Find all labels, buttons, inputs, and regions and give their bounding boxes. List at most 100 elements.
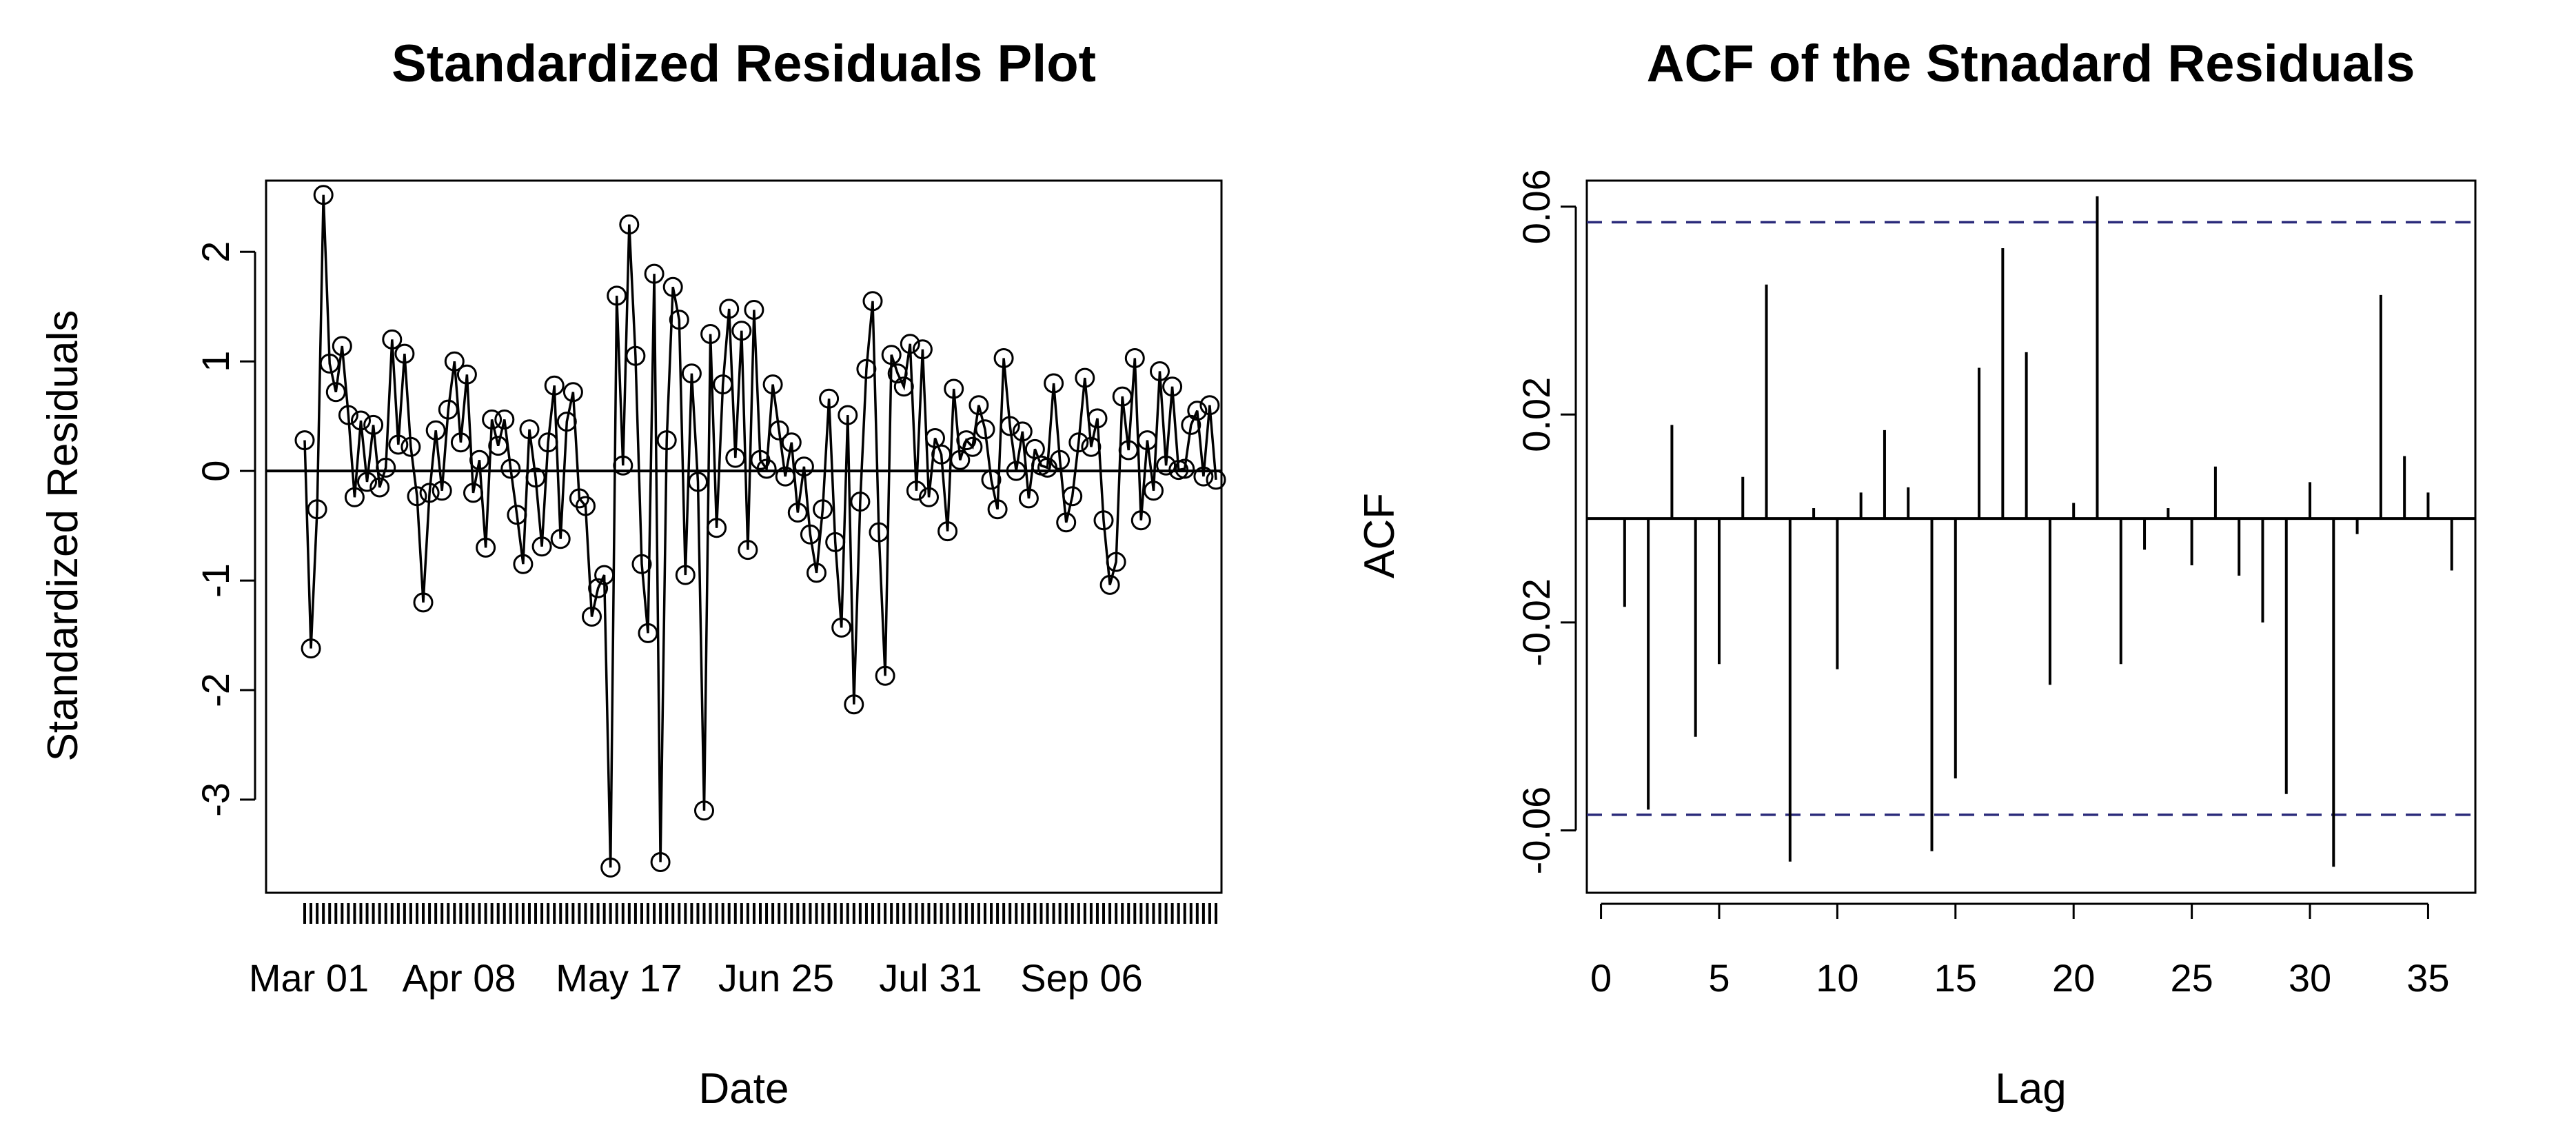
acf-x-tick-label: 20 — [2052, 956, 2095, 1000]
residuals-point — [450, 432, 471, 453]
residuals-point — [363, 414, 384, 435]
acf-plot-box — [1585, 179, 2477, 894]
residuals-point — [1099, 574, 1120, 595]
residuals-point — [332, 336, 352, 356]
acf-x-axis-label: Lag — [1995, 1065, 2066, 1113]
residuals-date-rug — [303, 903, 1217, 924]
residuals-point — [400, 436, 421, 457]
residuals-point — [993, 348, 1014, 368]
residuals-point — [357, 472, 377, 492]
acf-plot-title: ACF of the Stnadard Residuals — [1647, 34, 2415, 93]
residuals-point — [513, 554, 534, 574]
residuals-point — [912, 339, 933, 360]
residuals-point — [419, 483, 440, 503]
acf-plot-panel: ACF of the Stnadard Residuals Lag ACF -0… — [1288, 0, 2576, 1132]
residuals-point — [338, 405, 358, 425]
residuals-point — [1137, 430, 1157, 451]
residuals-point — [1012, 421, 1033, 442]
residuals-x-tick-label: Sep 06 — [1020, 956, 1143, 1000]
acf-y-tick-label: 0.06 — [1514, 169, 1558, 244]
residuals-point — [488, 436, 509, 456]
residuals-point — [294, 430, 315, 451]
residuals-point — [538, 432, 558, 453]
residuals-point — [738, 540, 758, 560]
residuals-plot-box — [265, 179, 1223, 894]
residuals-y-tick-label: -1 — [194, 563, 237, 598]
residuals-x-tick-label: May 17 — [556, 956, 682, 1000]
residuals-point — [325, 382, 346, 403]
residuals-point — [1206, 469, 1226, 490]
residuals-point — [731, 321, 752, 341]
residuals-point — [307, 499, 327, 520]
residuals-point — [1156, 455, 1177, 476]
residuals-point — [775, 466, 795, 487]
residuals-point — [407, 486, 427, 507]
residuals-point — [819, 388, 840, 409]
residuals-point — [494, 410, 515, 429]
residuals-point — [700, 324, 721, 344]
residuals-point — [793, 456, 814, 477]
residuals-point — [1075, 367, 1095, 388]
acf-x-tick-label: 30 — [2289, 956, 2331, 1000]
acf-y-tick-label: -0.02 — [1514, 578, 1558, 667]
residuals-point — [707, 518, 727, 538]
residuals-point — [787, 503, 808, 523]
residuals-point — [1006, 461, 1026, 481]
residuals-point — [813, 499, 833, 520]
residuals-point — [937, 521, 958, 542]
residuals-point — [588, 578, 609, 598]
acf-x-axis: 0 5 10 15 20 25 30 35 — [1590, 902, 2450, 1000]
residuals-point — [675, 565, 696, 585]
residuals-point — [444, 351, 465, 372]
residuals-point — [594, 565, 615, 585]
residuals-point — [394, 343, 415, 364]
residuals-point — [638, 623, 658, 643]
residuals-point — [531, 536, 552, 557]
residuals-point — [694, 800, 714, 821]
residuals-point — [600, 857, 621, 878]
residuals-point — [500, 458, 521, 479]
residuals-x-tick-label: Mar 01 — [249, 956, 369, 1000]
residuals-point — [413, 592, 434, 613]
residuals-point — [1144, 481, 1164, 501]
residuals-points — [294, 185, 1226, 878]
residuals-point — [319, 353, 340, 374]
residuals-point — [656, 430, 677, 451]
residuals-point — [1118, 440, 1139, 461]
residuals-point — [669, 310, 689, 330]
residuals-point — [382, 329, 403, 350]
residuals-y-axis-label: Standardized Residuals — [39, 310, 87, 762]
residuals-point — [344, 487, 365, 507]
residuals-point — [869, 522, 889, 543]
residuals-point — [781, 432, 802, 453]
residuals-point — [1124, 348, 1145, 368]
residuals-point — [1130, 510, 1151, 531]
residuals-point — [744, 300, 764, 320]
residuals-point — [576, 496, 596, 516]
residuals-point — [1050, 449, 1071, 470]
residuals-point — [438, 399, 458, 420]
residuals-point — [369, 477, 390, 498]
residuals-point — [725, 447, 746, 468]
residuals-point — [613, 455, 633, 476]
residuals-point — [831, 617, 852, 638]
residuals-point — [425, 420, 446, 441]
residuals-point — [1093, 510, 1114, 531]
residuals-point — [981, 469, 1002, 490]
residuals-point — [762, 374, 783, 395]
residuals-point — [856, 358, 877, 379]
residuals-y-tick-label: 1 — [194, 351, 237, 372]
residuals-point — [1062, 486, 1083, 507]
residuals-point — [476, 537, 496, 558]
residuals-point — [756, 458, 777, 479]
residuals-plot-panel: Standardized Residuals Plot Date Standar… — [39, 34, 1226, 1113]
residuals-point — [469, 449, 489, 470]
residuals-point — [1068, 432, 1089, 453]
residuals-point — [456, 364, 477, 385]
residuals-point — [875, 665, 895, 686]
residuals-point — [944, 378, 964, 399]
residuals-point — [607, 285, 627, 306]
acf-y-tick-label: 0.02 — [1514, 377, 1558, 452]
residuals-point — [688, 472, 708, 492]
residuals-point — [662, 276, 683, 297]
